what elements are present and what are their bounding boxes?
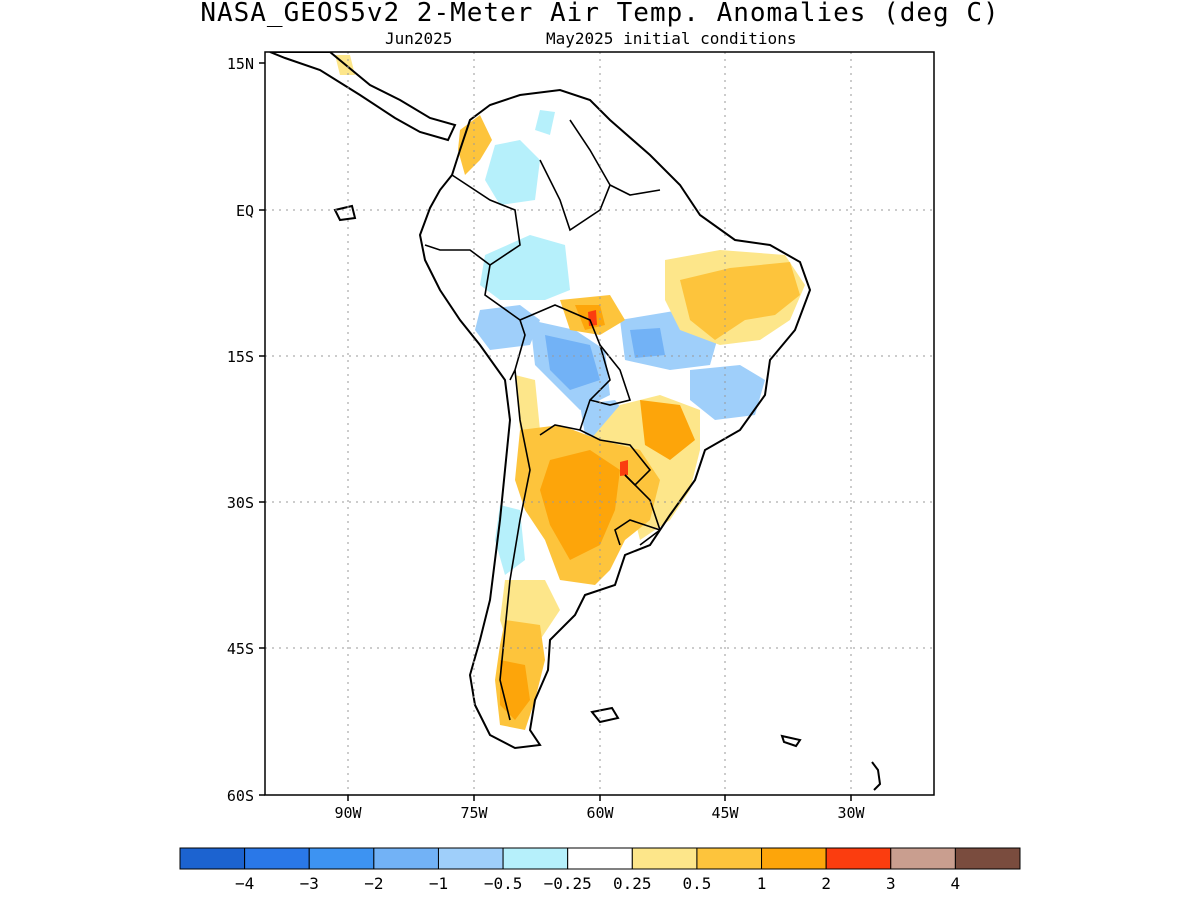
- colorbar-swatch: [244, 847, 310, 870]
- anomaly-warm-region: [540, 450, 620, 560]
- colorbar-label: −0.5: [484, 874, 523, 893]
- coastline: [269, 52, 457, 142]
- colorbar-swatch: [696, 847, 763, 870]
- colorbar-swatch: [567, 847, 633, 870]
- lon-tick-label: 60W: [586, 804, 614, 822]
- anomaly-cold-region: [545, 335, 600, 390]
- anomaly-hot-spot: [620, 460, 628, 476]
- anomaly-cold-region: [485, 140, 540, 205]
- lon-tick-label: 75W: [460, 804, 488, 822]
- anomaly-warm-region: [500, 660, 530, 720]
- lat-tick-label: 30S: [227, 494, 254, 512]
- colorbar-label: 0.5: [682, 874, 711, 893]
- map-title: NASA_GEOS5v2 2-Meter Air Temp. Anomalies…: [200, 0, 1000, 28]
- colorbar-label: 2: [821, 874, 831, 893]
- initial-conditions: May2025 initial conditions: [546, 29, 797, 48]
- lat-tick-label: 15N: [227, 55, 254, 73]
- island: [780, 734, 802, 748]
- island: [333, 204, 357, 222]
- colorbar-swatch: [631, 847, 698, 870]
- lon-tick-label: 90W: [334, 804, 362, 822]
- colorbar-swatch: [825, 847, 892, 870]
- colorbar-swatch: [761, 847, 827, 870]
- colorbar-label: −4: [235, 874, 254, 893]
- island: [590, 706, 620, 724]
- anomaly-warm-region: [680, 262, 800, 340]
- anomaly-hot-spot: [588, 310, 597, 326]
- lat-tick-label: 60S: [227, 787, 254, 805]
- colorbar-swatch: [890, 847, 956, 870]
- colorbar-swatch: [308, 847, 375, 870]
- anomaly-warm-region: [640, 400, 695, 460]
- colorbar-swatch: [502, 847, 569, 870]
- island: [871, 761, 882, 791]
- lat-tick-label: 15S: [227, 348, 254, 366]
- map-gridlines: [265, 52, 934, 795]
- colorbar-swatch: [954, 847, 1021, 870]
- forecast-month: Jun2025: [385, 29, 453, 48]
- colorbar-swatch: [437, 847, 504, 870]
- anomaly-cold-region: [690, 365, 765, 420]
- anomaly-cold-region: [480, 235, 570, 300]
- colorbar-label: 1: [757, 874, 767, 893]
- map-area: [269, 52, 882, 791]
- lat-tick-label: EQ: [236, 202, 254, 220]
- colorbar-label: −2: [364, 874, 383, 893]
- coastline: [418, 88, 812, 750]
- colorbar-label: −3: [300, 874, 319, 893]
- colorbar-label: −0.25: [544, 874, 592, 893]
- lat-tick-label: 45S: [227, 640, 254, 658]
- colorbar-label: 0.25: [613, 874, 652, 893]
- lon-tick-label: 45W: [711, 804, 739, 822]
- colorbar-label: 4: [951, 874, 961, 893]
- colorbar-swatch: [373, 847, 439, 870]
- anomaly-cold-region: [535, 110, 555, 135]
- anomaly-cold-region: [495, 505, 525, 575]
- colorbar-label: 3: [886, 874, 896, 893]
- colorbar-swatch: [179, 847, 246, 870]
- country-borders: [424, 119, 661, 721]
- axis-ticks: [259, 62, 852, 801]
- lon-tick-label: 30W: [837, 804, 865, 822]
- colorbar-label: −1: [429, 874, 448, 893]
- colorbar: −4 −3 −2 −1 −0.5 −0.25 0.25 0.5 1 2 3 4: [179, 847, 1021, 893]
- anomaly-cold-region: [630, 328, 665, 358]
